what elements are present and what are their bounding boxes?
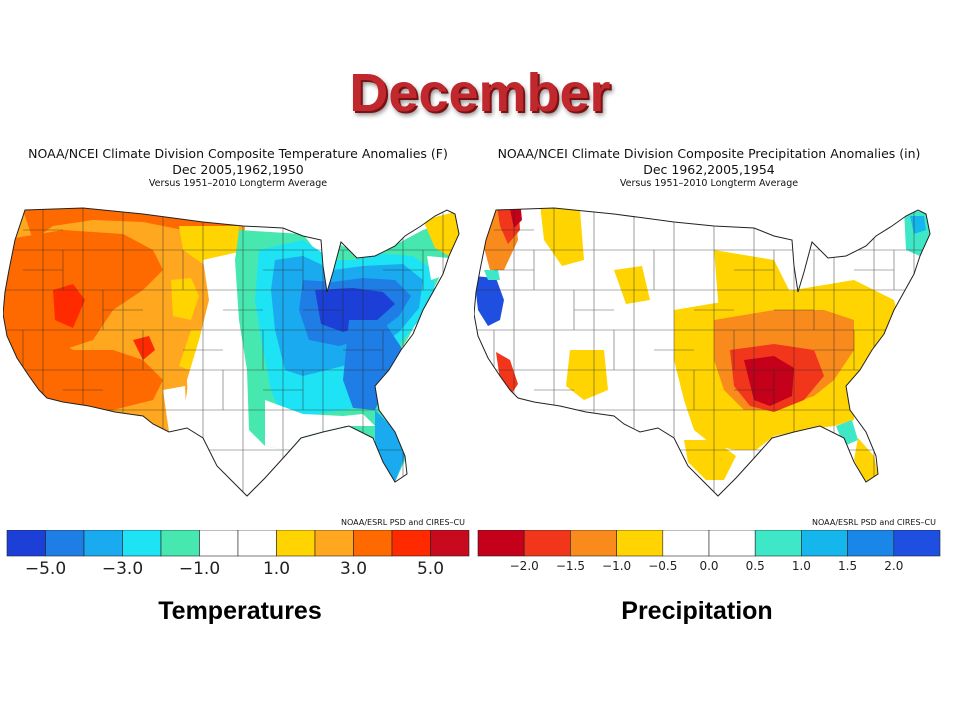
slide-title: December (349, 63, 611, 123)
colorbar-swatch (847, 530, 895, 557)
colorbar-swatch (314, 530, 354, 557)
colorbar-tick-label: 1.0 (263, 559, 290, 579)
colorbar-swatch (523, 530, 571, 557)
colorbar-tick-label: 1.5 (838, 559, 857, 573)
colorbar-tick-label: 0.0 (699, 559, 718, 573)
colorbar-swatch (570, 530, 617, 557)
colorbar-swatch (353, 530, 393, 557)
colorbar-swatch (391, 530, 431, 557)
colorbar-swatch (801, 530, 848, 557)
precipitation-credit: NOAA/ESRL PSD and CIRES–CU (812, 518, 936, 527)
colorbar-swatch (160, 530, 200, 557)
temperature-header-line2: Dec 2005,1962,1950 (172, 162, 304, 177)
colorbar-swatch (199, 530, 239, 557)
temperature-caption: Temperatures (158, 597, 322, 625)
colorbar-tick-label: 1.0 (792, 559, 811, 573)
precipitation-header-line2: Dec 1962,2005,1954 (643, 162, 775, 177)
temperature-anomaly-map (3, 207, 460, 497)
precipitation-header-line3: Versus 1951–2010 Longterm Average (619, 178, 799, 189)
colorbar-tick-label: 5.0 (417, 559, 444, 579)
precipitation-panel: NOAA/NCEI Climate Division Composite Pre… (474, 140, 944, 640)
colorbar-swatch (893, 530, 941, 557)
colorbar-swatch (430, 530, 470, 557)
colorbar-tick-label: −1.0 (602, 559, 631, 573)
precipitation-anomaly-map (474, 207, 931, 497)
colorbar-swatch (45, 530, 85, 557)
temperature-colorbar: −5.0 −3.0 −1.0 1.0 3.0 5.0 (6, 530, 470, 579)
colorbar-tick-label: −5.0 (25, 559, 66, 579)
colorbar-swatch (662, 530, 710, 557)
temperature-header-line1: NOAA/NCEI Climate Division Composite Tem… (28, 146, 448, 161)
colorbar-swatch (237, 530, 277, 557)
colorbar-tick-label: 2.0 (884, 559, 903, 573)
colorbar-swatch (83, 530, 123, 557)
temperature-header-line3: Versus 1951–2010 Longterm Average (148, 178, 328, 189)
colorbar-tick-label: −1.5 (556, 559, 585, 573)
colorbar-swatch (122, 530, 162, 557)
colorbar-swatch (708, 530, 756, 557)
temperature-credit: NOAA/ESRL PSD and CIRES–CU (341, 518, 465, 527)
precipitation-header-line1: NOAA/NCEI Climate Division Composite Pre… (497, 146, 921, 161)
colorbar-swatch (616, 530, 664, 557)
colorbar-tick-label: 3.0 (340, 559, 367, 579)
temperature-panel: NOAA/NCEI Climate Division Composite Tem… (3, 140, 473, 640)
precipitation-caption: Precipitation (621, 597, 773, 625)
precipitation-colorbar: −2.0 −1.5 −1.0 −0.5 0.0 0.5 1.0 1.5 2.0 (477, 530, 941, 573)
colorbar-tick-label: −2.0 (510, 559, 539, 573)
colorbar-swatch (754, 530, 802, 557)
colorbar-tick-label: −0.5 (648, 559, 677, 573)
colorbar-swatch (6, 530, 46, 557)
colorbar-swatch (477, 530, 525, 557)
colorbar-swatch (276, 530, 316, 557)
colorbar-tick-label: −3.0 (102, 559, 143, 579)
colorbar-tick-label: −1.0 (179, 559, 220, 579)
colorbar-tick-label: 0.5 (746, 559, 765, 573)
